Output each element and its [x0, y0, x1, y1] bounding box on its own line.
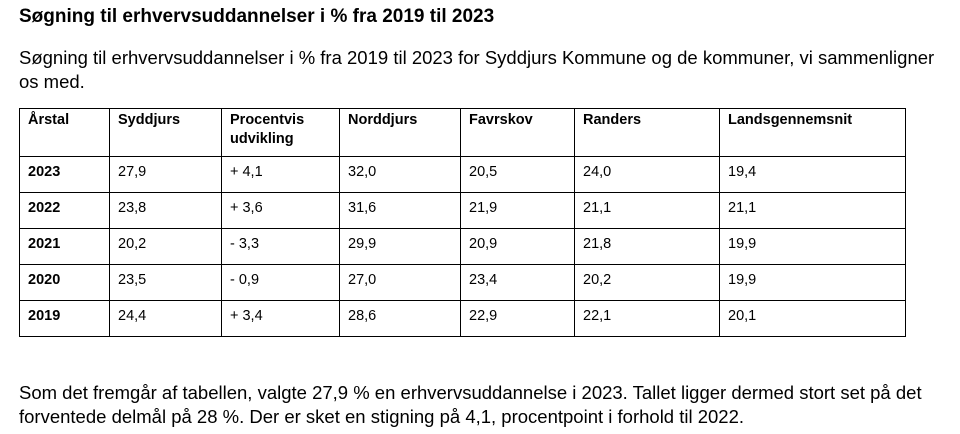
cell-syddjurs: 20,2: [109, 228, 222, 265]
cell-national-average: 20,1: [719, 300, 906, 337]
cell-randers: 21,1: [574, 192, 720, 229]
cell-norddjurs: 28,6: [339, 300, 461, 337]
cell-percent-change: + 4,1: [221, 156, 340, 193]
cell-favrskov: 20,9: [460, 228, 575, 265]
table-row: 2021 20,2- 3,3 29,9 20,9 21,8 19,9: [19, 228, 906, 265]
cell-year: 2023: [19, 156, 110, 193]
header-cell-year: Årstal: [19, 108, 110, 157]
data-table: Årstal Syddjurs Procentvis udvikling Nor…: [19, 108, 906, 337]
cell-percent-change: - 3,3: [221, 228, 340, 265]
cell-national-average: 19,9: [719, 228, 906, 265]
cell-norddjurs: 29,9: [339, 228, 461, 265]
cell-syddjurs: 27,9: [109, 156, 222, 193]
header-cell-syddjurs: Syddjurs: [109, 108, 222, 157]
cell-percent-change: + 3,6: [221, 192, 340, 229]
cell-favrskov: 21,9: [460, 192, 575, 229]
cell-national-average: 19,4: [719, 156, 906, 193]
cell-national-average: 19,9: [719, 264, 906, 301]
cell-randers: 24,0: [574, 156, 720, 193]
conclusion-paragraph: Som det fremgår af tabellen, valgte 27,9…: [19, 382, 922, 427]
cell-randers: 20,2: [574, 264, 720, 301]
header-cell-favrskov: Favrskov: [460, 108, 575, 157]
cell-favrskov: 22,9: [460, 300, 575, 337]
cell-norddjurs: 27,0: [339, 264, 461, 301]
table-row: 2020 23,5- 0,9 27,0 23,4 20,2 19,9: [19, 264, 906, 301]
cell-syddjurs: 24,4: [109, 300, 222, 337]
table-header-row: Årstal Syddjurs Procentvis udvikling Nor…: [19, 108, 906, 157]
cell-favrskov: 23,4: [460, 264, 575, 301]
header-cell-national-average: Landsgennemsnit: [719, 108, 906, 157]
cell-norddjurs: 31,6: [339, 192, 461, 229]
cell-year: 2021: [19, 228, 110, 265]
table-row: 2023 27,9 + 4,1 32,0 20,5 24,0 19,4: [19, 156, 906, 193]
cell-percent-change: - 0,9: [221, 264, 340, 301]
cell-year: 2022: [19, 192, 110, 229]
cell-favrskov: 20,5: [460, 156, 575, 193]
cell-year: 2020: [19, 264, 110, 301]
table-row: 2022 23,8 + 3,6 31,6 21,9 21,1 21,1: [19, 192, 906, 229]
document-heading: Søgning til erhvervsuddannelser i % fra …: [19, 6, 495, 27]
cell-randers: 22,1: [574, 300, 720, 337]
cell-percent-change: + 3,4: [221, 300, 340, 337]
header-cell-randers: Randers: [574, 108, 720, 157]
cell-norddjurs: 32,0: [339, 156, 461, 193]
cell-syddjurs: 23,8: [109, 192, 222, 229]
cell-national-average: 21,1: [719, 192, 906, 229]
table-row: 2019 24,4 + 3,4 28,6 22,9 22,1 20,1: [19, 300, 906, 337]
cell-syddjurs: 23,5: [109, 264, 222, 301]
intro-paragraph: Søgning til erhvervsuddannelser i % fra …: [19, 47, 935, 92]
cell-randers: 21,8: [574, 228, 720, 265]
header-cell-percent-change: Procentvis udvikling: [221, 108, 340, 157]
cell-year: 2019: [19, 300, 110, 337]
header-cell-norddjurs: Norddjurs: [339, 108, 461, 157]
